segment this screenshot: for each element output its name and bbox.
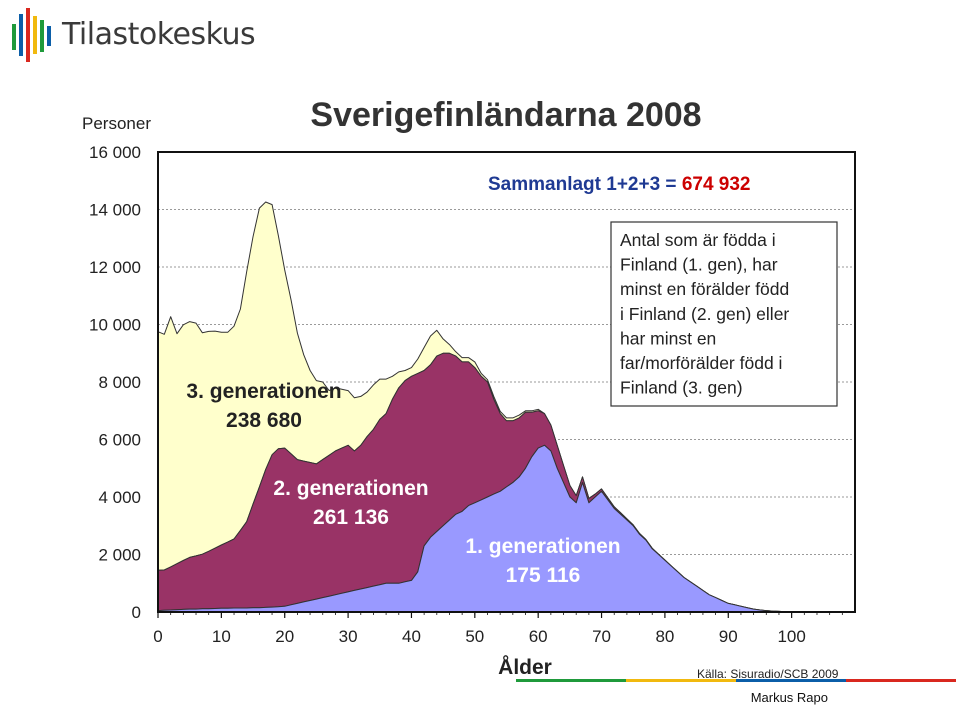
footer-color-segment (516, 679, 626, 682)
y-tick-label: 12 000 (89, 258, 141, 277)
x-tick-label: 50 (465, 627, 484, 646)
x-tick-label: 10 (212, 627, 231, 646)
author-name: Markus Rapo (750, 690, 828, 705)
stats-logo-icon (12, 8, 51, 62)
y-tick-label: 6 000 (98, 431, 141, 450)
logo-stripe (47, 26, 51, 46)
total-annotation: Sammanlagt 1+2+3 = 674 932 (488, 174, 751, 195)
y-ticks: 0 2 000 4 000 6 000 8 000 10 000 12 000 14 000 1… (89, 143, 141, 622)
y-tick-label: 8 000 (98, 373, 141, 392)
footer-color-segment (626, 679, 736, 682)
info-box: Antal som är födda i Finland (1. gen), ha… (610, 221, 838, 407)
x-tick-label: 30 (339, 627, 358, 646)
series-label: 3. generationen (186, 380, 341, 403)
brand-name: Tilastokeskus (62, 16, 256, 52)
info-box-line: Finland (3. gen) (620, 378, 743, 398)
x-ticks: 0 10 20 30 40 50 60 70 80 90 100 (153, 612, 843, 646)
series-label: 175 116 (506, 564, 581, 587)
x-tick-label: 100 (777, 627, 805, 646)
total-annotation-prefix: Sammanlagt 1+2+3 = (488, 174, 682, 195)
y-tick-label: 0 (132, 603, 141, 622)
total-annotation-value: 674 932 (682, 174, 751, 195)
series-label: 2. generationen (273, 477, 428, 500)
y-axis-label: Personer (82, 114, 151, 133)
x-tick-label: 60 (529, 627, 548, 646)
series-label: 261 136 (313, 506, 389, 529)
y-tick-label: 2 000 (98, 546, 141, 565)
series-label: 1. generationen (465, 535, 620, 558)
info-box-line: Finland (1. gen), har (620, 255, 778, 275)
x-axis-label: Ålder (498, 655, 552, 679)
logo-stripe (19, 14, 23, 56)
info-box-line: i Finland (2. gen) eller (620, 304, 789, 324)
x-tick-label: 40 (402, 627, 421, 646)
x-tick-label: 0 (153, 627, 162, 646)
y-tick-label: 14 000 (89, 201, 141, 220)
y-tick-label: 16 000 (89, 143, 141, 162)
x-tick-label: 80 (655, 627, 674, 646)
logo-stripe (12, 24, 16, 50)
logo-stripe (26, 8, 30, 62)
info-box-line: far/morförälder född i (620, 353, 782, 373)
brand-logo: Tilastokeskus (8, 4, 256, 64)
y-tick-label: 10 000 (89, 316, 141, 335)
plot-frame (157, 151, 856, 613)
chart-title: Sverigefinländarna 2008 (310, 96, 701, 134)
x-tick-label: 70 (592, 627, 611, 646)
series-label: 238 680 (226, 409, 302, 432)
footer-color-bar (516, 679, 956, 682)
info-box-line: Antal som är födda i (620, 230, 776, 250)
x-tick-label: 20 (275, 627, 294, 646)
source-note: Källa: Sisuradio/SCB 2009 (697, 667, 839, 681)
footer-color-segment (846, 679, 956, 682)
logo-stripe (40, 20, 44, 52)
x-tick-label: 90 (719, 627, 738, 646)
logo-stripe (33, 16, 37, 54)
series-labels: 1. generationen 175 116 2. generationen 261… (186, 380, 620, 587)
y-tick-label: 4 000 (98, 488, 141, 507)
info-box-line: minst en förälder född (620, 279, 789, 299)
footer-color-segment (736, 679, 846, 682)
info-box-line: har minst en (620, 328, 716, 348)
